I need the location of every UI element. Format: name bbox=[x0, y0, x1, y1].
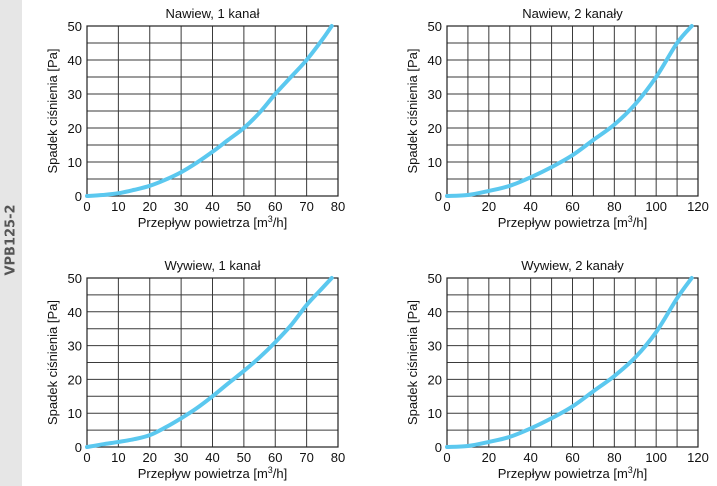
x-axis-label: Przepływ powietrza [m3/h] bbox=[138, 214, 288, 230]
y-tick-label: 50 bbox=[428, 19, 442, 34]
y-tick-label: 40 bbox=[428, 53, 442, 68]
plot-frame bbox=[86, 277, 339, 448]
x-tick-label: 0 bbox=[443, 450, 450, 465]
x-axis-label: Przepływ powietrza [m3/h] bbox=[138, 465, 288, 481]
y-tick-label: 0 bbox=[75, 440, 82, 455]
x-tick-label: 20 bbox=[143, 450, 157, 465]
x-tick-label: 80 bbox=[331, 450, 345, 465]
x-tick-label: 70 bbox=[299, 199, 313, 214]
y-tick-label: 10 bbox=[68, 155, 82, 170]
x-tick-label: 50 bbox=[237, 450, 251, 465]
chart-2: 0 20 40 60 80 100 120 0 10 20 30 40 50 Nawiew, 2 kana… bbox=[405, 6, 709, 230]
x-tick-label: 20 bbox=[482, 450, 496, 465]
x-tick-label: 100 bbox=[645, 450, 667, 465]
chart-title: Wywiew, 2 kanały bbox=[521, 258, 624, 273]
x-tick-label: 60 bbox=[565, 450, 579, 465]
y-tick-label: 0 bbox=[435, 189, 442, 204]
x-tick-label: 40 bbox=[205, 450, 219, 465]
y-tick-label: 30 bbox=[428, 339, 442, 354]
plot-frame bbox=[86, 25, 339, 197]
y-tick-label: 20 bbox=[428, 372, 442, 387]
x-tick-label: 10 bbox=[111, 199, 125, 214]
x-tick-label: 80 bbox=[607, 199, 621, 214]
y-tick-label: 20 bbox=[68, 372, 82, 387]
chart-title: Nawiew, 1 kanał bbox=[166, 6, 260, 21]
y-axis-label: Spadek ciśnienia [Pa] bbox=[405, 48, 420, 173]
y-tick-label: 20 bbox=[68, 121, 82, 136]
y-tick-label: 20 bbox=[428, 121, 442, 136]
chart-4: 0 20 40 60 80 100 120 0 10 20 30 40 50 Wywiew, 2 kana… bbox=[405, 258, 709, 481]
x-axis-label-text: Przepływ powietrza [m bbox=[138, 466, 268, 481]
y-tick-label: 50 bbox=[68, 19, 82, 34]
y-axis-label: Spadek ciśnienia [Pa] bbox=[405, 300, 420, 425]
x-tick-label: 40 bbox=[523, 450, 537, 465]
x-axis-label-superscript: 3 bbox=[268, 214, 273, 224]
x-tick-label: 60 bbox=[565, 199, 579, 214]
chart-title: Nawiew, 2 kanały bbox=[522, 6, 623, 21]
x-axis-label: Przepływ powietrza [m3/h] bbox=[498, 465, 648, 481]
y-axis-label: Spadek ciśnienia [Pa] bbox=[45, 48, 60, 173]
x-axis-label-superscript: 3 bbox=[628, 465, 633, 475]
x-tick-label: 10 bbox=[111, 450, 125, 465]
x-axis-label-unit: /h] bbox=[633, 466, 647, 481]
x-tick-label: 0 bbox=[83, 199, 90, 214]
x-axis-label-unit: /h] bbox=[273, 466, 287, 481]
chart-1: 0 10 20 30 40 50 60 70 80 0 10 20 30 40 50 Nawiew, 1 ka… bbox=[45, 6, 345, 230]
x-tick-label: 80 bbox=[331, 199, 345, 214]
x-tick-label: 120 bbox=[687, 199, 709, 214]
x-axis-label: Przepływ powietrza [m3/h] bbox=[498, 214, 648, 230]
chart-3: 0 10 20 30 40 50 60 70 80 0 10 20 30 40 50 Wywiew, 1 ka… bbox=[45, 258, 345, 481]
y-tick-label: 10 bbox=[68, 406, 82, 421]
x-axis-label-superscript: 3 bbox=[268, 465, 273, 475]
x-tick-label: 20 bbox=[143, 199, 157, 214]
y-tick-label: 50 bbox=[68, 271, 82, 286]
y-tick-label: 50 bbox=[428, 271, 442, 286]
x-axis-label-superscript: 3 bbox=[628, 214, 633, 224]
x-tick-label: 0 bbox=[83, 450, 90, 465]
y-tick-label: 30 bbox=[68, 339, 82, 354]
x-axis-label-unit: /h] bbox=[273, 215, 287, 230]
plot-frame bbox=[446, 277, 699, 448]
x-tick-label: 80 bbox=[607, 450, 621, 465]
y-tick-label: 10 bbox=[428, 155, 442, 170]
x-tick-label: 60 bbox=[268, 199, 282, 214]
x-tick-label: 100 bbox=[645, 199, 667, 214]
x-axis-label-text: Przepływ powietrza [m bbox=[498, 215, 628, 230]
x-axis-label-text: Przepływ powietrza [m bbox=[138, 215, 268, 230]
y-tick-label: 0 bbox=[435, 440, 442, 455]
x-tick-label: 40 bbox=[205, 199, 219, 214]
x-tick-label: 20 bbox=[482, 199, 496, 214]
y-tick-label: 40 bbox=[68, 305, 82, 320]
side-strip: VPB125-2 bbox=[0, 0, 22, 486]
y-tick-label: 40 bbox=[428, 305, 442, 320]
plot-frame bbox=[446, 25, 699, 197]
chart-title: Wywiew, 1 kanał bbox=[165, 258, 261, 273]
y-tick-label: 10 bbox=[428, 406, 442, 421]
y-tick-label: 40 bbox=[68, 53, 82, 68]
x-tick-label: 70 bbox=[299, 450, 313, 465]
y-axis-label: Spadek ciśnienia [Pa] bbox=[45, 300, 60, 425]
x-tick-label: 30 bbox=[174, 450, 188, 465]
x-tick-label: 40 bbox=[523, 199, 537, 214]
x-axis-label-text: Przepływ powietrza [m bbox=[498, 466, 628, 481]
x-tick-label: 60 bbox=[268, 450, 282, 465]
x-axis-label-unit: /h] bbox=[633, 215, 647, 230]
y-tick-label: 30 bbox=[68, 87, 82, 102]
x-tick-label: 30 bbox=[174, 199, 188, 214]
y-tick-label: 30 bbox=[428, 87, 442, 102]
x-tick-label: 0 bbox=[443, 199, 450, 214]
y-tick-label: 0 bbox=[75, 189, 82, 204]
x-tick-label: 50 bbox=[237, 199, 251, 214]
x-tick-label: 120 bbox=[687, 450, 709, 465]
